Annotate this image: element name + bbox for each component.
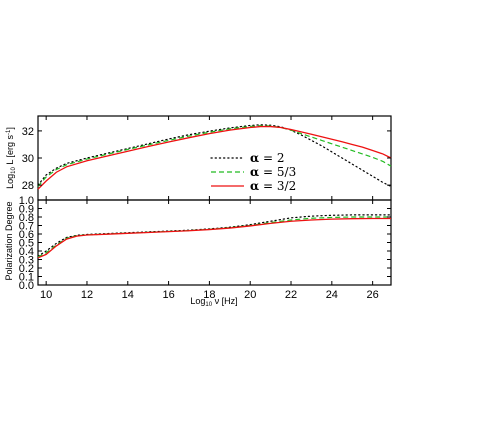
bottom-series-group	[37, 214, 392, 259]
x-tick-label: 18	[203, 289, 215, 301]
top-x-ticks	[45, 116, 374, 200]
bottom-y-tick-label: 0.2	[19, 263, 34, 275]
legend-label-greek: α	[250, 151, 259, 165]
bottom-y-tick-label: 0.7	[19, 221, 34, 233]
legend-label-greek: α	[250, 165, 259, 179]
legend: α = 2α = 5/3α = 3/2	[210, 151, 296, 193]
legend-label-value: = 2	[259, 151, 284, 165]
bottom-y-ticks: 0.00.10.20.30.40.50.60.70.80.91.0	[19, 195, 391, 292]
legend-label-2: α = 5/3	[250, 165, 296, 179]
x-tick-label: 26	[367, 289, 379, 301]
bottom-y-tick-label: 0.1	[19, 272, 34, 284]
legend-label-1: α = 2	[250, 151, 285, 165]
top-y-axis-title: Log10 L [erg s-1]	[5, 127, 17, 189]
x-axis-title: Log10 ν [Hz]	[190, 296, 237, 308]
bottom-y-tick-label: 0.5	[19, 238, 34, 250]
top-y-tick-label: 30	[22, 153, 34, 165]
bottom-y-axis-title: Polarization Degree	[4, 201, 14, 280]
x-tick-label: 20	[244, 289, 256, 301]
bottom-y-tick-label: 0.8	[19, 212, 34, 224]
bottom-y-tick-label: 0.3	[19, 255, 34, 267]
bottom-series-line-2	[37, 216, 391, 258]
bottom-y-tick-label: 0.9	[19, 204, 34, 216]
x-tick-label: 22	[285, 289, 297, 301]
legend-label-greek: α	[250, 179, 259, 193]
bottom-y-tick-label: 1.0	[19, 195, 34, 207]
bottom-y-tick-label: 0.6	[19, 229, 34, 241]
x-tick-label: 16	[162, 289, 174, 301]
top-series-group	[37, 124, 392, 190]
x-tick-label: 14	[122, 289, 134, 301]
x-tick-label: 10	[40, 289, 52, 301]
top-y-ticks: 28 30 32	[22, 126, 391, 192]
legend-label-value: = 3/2	[259, 179, 296, 193]
x-tick-label: 24	[326, 289, 338, 301]
bottom-y-tick-label: 0.4	[19, 246, 34, 258]
legend-label-value: = 5/3	[259, 165, 296, 179]
bottom-panel: 0.00.10.20.30.40.50.60.70.80.91.0 10 12 14…	[4, 195, 392, 308]
legend-label-3: α = 3/2	[250, 179, 296, 193]
top-series-line-1	[37, 124, 392, 188]
top-y-tick-label: 32	[22, 126, 34, 138]
bottom-x-ticks: 10 12 14 16 18 20 22 24 26	[40, 200, 379, 301]
top-series-line-2	[37, 125, 392, 187]
top-panel-frame	[37, 115, 392, 201]
top-y-tick-label: 28	[22, 180, 34, 192]
top-series-line-3	[37, 125, 392, 190]
bottom-y-tick-label: 0.0	[19, 280, 34, 292]
x-tick-label: 12	[81, 289, 93, 301]
bottom-panel-frame	[37, 199, 392, 286]
bottom-series-line-3	[37, 217, 391, 259]
